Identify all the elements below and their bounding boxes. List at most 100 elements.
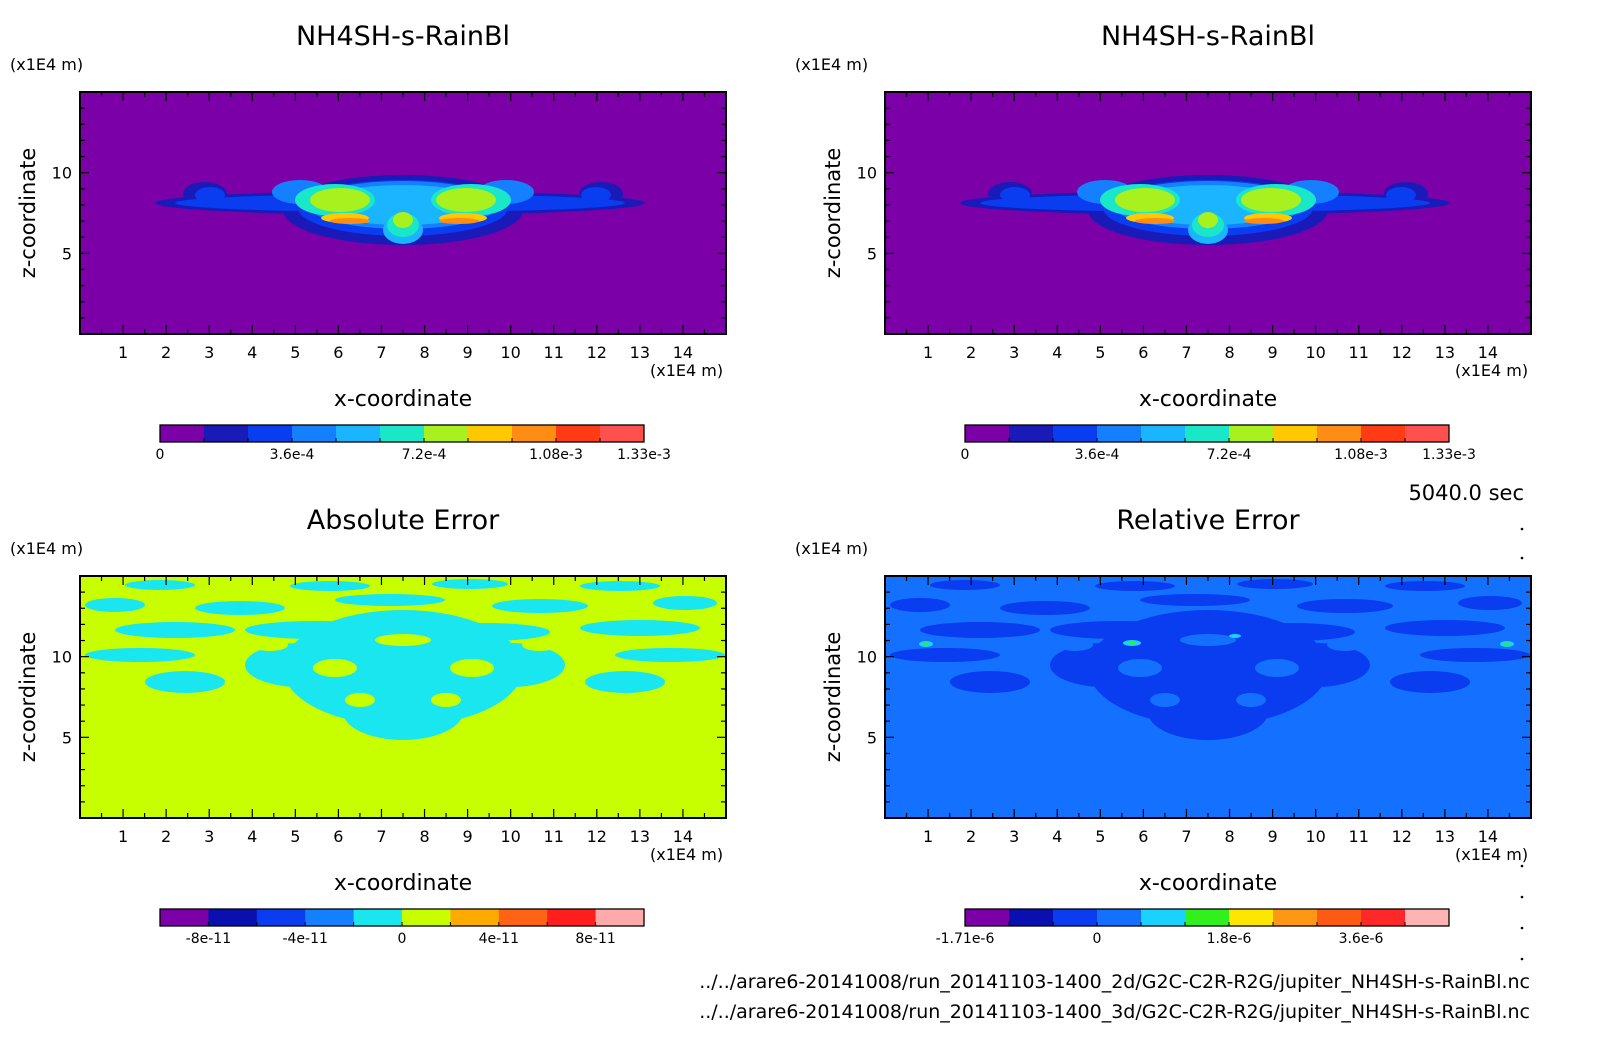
- x-tick-label: 7: [1181, 343, 1191, 362]
- x-tick-label: 1: [923, 343, 933, 362]
- x-tick-label: 10: [500, 343, 520, 362]
- field-contours: [885, 92, 1531, 334]
- colorbar-label: 3.6e-4: [270, 447, 315, 463]
- background-islands: [252, 634, 558, 707]
- y-tick-label: 5: [62, 244, 72, 263]
- colorbar-label: -1.71e-6: [936, 931, 995, 947]
- x-tick-label: 12: [587, 343, 607, 362]
- file-path-3d: ../../arare6-20141008/run_20141103-1400_…: [699, 1001, 1530, 1023]
- colorbar-cell: [556, 425, 601, 442]
- x-unit-label: (x1E4 m): [1455, 845, 1528, 864]
- x-tick-label: 7: [376, 343, 386, 362]
- colorbar-cell: [450, 909, 500, 926]
- colorbar-cell: [600, 425, 645, 442]
- colorbar: -1.71e-6 0 1.8e-6 3.6e-6: [936, 908, 1450, 947]
- colorbar-label: 8e-11: [575, 931, 615, 947]
- colorbar-cell: [402, 909, 451, 926]
- x-tick-label: 1: [118, 343, 128, 362]
- colorbar-cell: [1097, 425, 1142, 442]
- x-tick-label: 10: [500, 827, 520, 846]
- x-tick-label: 3: [204, 827, 214, 846]
- colorbar-cell: [512, 425, 557, 442]
- colorbar-label: 1.8e-6: [1207, 931, 1252, 947]
- x-tick-label: 2: [161, 827, 171, 846]
- y-tick-label: 10: [857, 164, 877, 183]
- z-unit-label: (x1E4 m): [10, 55, 83, 74]
- high-error-spots: [919, 634, 1514, 647]
- panel-title: Absolute Error: [307, 505, 500, 536]
- colorbar-cell: [1185, 909, 1230, 926]
- colorbar-label: 0: [398, 931, 407, 947]
- panel-title: Relative Error: [1116, 505, 1300, 536]
- x-axis: 1 2 3 4 5 6 7 8 9 10 11 12 13 14: [79, 92, 727, 362]
- panel-field-3d: NH4SH-s-RainBl (x1E4 m): [795, 21, 1532, 463]
- panel-title: NH4SH-s-RainBl: [296, 21, 510, 52]
- x-tick-label: 7: [1181, 827, 1191, 846]
- blob-level8: [330, 218, 479, 224]
- y-tick-label: 10: [52, 164, 72, 183]
- x-tick-label: 10: [1305, 827, 1325, 846]
- y-axis: 5 10: [857, 575, 1531, 819]
- colorbar-cell: [305, 909, 355, 926]
- x-tick-label: 5: [290, 343, 300, 362]
- colorbar-cell: [1053, 425, 1098, 442]
- x-tick-label: 2: [161, 343, 171, 362]
- x-tick-label: 2: [966, 827, 976, 846]
- colorbar-cell: [1273, 909, 1318, 926]
- panel-relative-error: Relative Error (x1E4 m): [795, 505, 1532, 947]
- x-tick-label: 1: [118, 827, 128, 846]
- x-tick-label: 11: [544, 827, 564, 846]
- y-tick-label: 10: [52, 648, 72, 667]
- x-tick-label: 3: [204, 343, 214, 362]
- decorative-dots: [1520, 527, 1524, 961]
- time-label: 5040.0 sec: [1408, 481, 1524, 505]
- x-tick-label: 14: [673, 827, 693, 846]
- colorbar-cell: [248, 425, 293, 442]
- blob-level8: [1135, 218, 1284, 224]
- y-axis-title: z-coordinate: [821, 148, 845, 279]
- y-axis: 5 10: [52, 91, 726, 335]
- colorbar-cell: [468, 425, 513, 442]
- colorbar-cell: [1229, 425, 1274, 442]
- x-tick-label: 6: [333, 343, 343, 362]
- y-tick-label: 10: [857, 648, 877, 667]
- colorbar-label: 7.2e-4: [402, 447, 447, 463]
- x-tick-label: 7: [376, 827, 386, 846]
- colorbar-cell: [547, 909, 597, 926]
- x-axis-title: x-coordinate: [1139, 871, 1277, 896]
- x-tick-label: 13: [630, 343, 650, 362]
- x-axis: 1 2 3 4 5 6 7 8 9 10 11 12 13 14: [884, 576, 1532, 846]
- x-tick-label: 3: [1009, 343, 1019, 362]
- x-tick-label: 4: [1052, 343, 1062, 362]
- y-tick-label: 5: [867, 244, 877, 263]
- x-tick-label: 4: [247, 343, 257, 362]
- colorbar-cell: [1053, 909, 1098, 926]
- rel-error-contours: [885, 576, 1531, 818]
- colorbar-label: 7.2e-4: [1207, 447, 1252, 463]
- colorbar-cell: [353, 909, 403, 926]
- colorbar-label: 1.33e-3: [1422, 447, 1476, 463]
- colorbar: 0 3.6e-4 7.2e-4 1.08e-3 1.33e-3: [156, 424, 671, 463]
- colorbar-frame: [964, 908, 1450, 927]
- x-axis: 1 2 3 4 5 6 7 8 9 10 11 12 13 14: [79, 576, 727, 846]
- colorbar-cell: [1009, 425, 1054, 442]
- x-tick-label: 5: [1095, 343, 1105, 362]
- colorbar-label: 1.33e-3: [617, 447, 671, 463]
- abs-error-contours: [80, 576, 726, 818]
- file-path-2d: ../../arare6-20141008/run_20141103-1400_…: [699, 971, 1530, 993]
- x-tick-label: 10: [1305, 343, 1325, 362]
- x-axis-title: x-coordinate: [1139, 387, 1277, 412]
- panel-field-2d: NH4SH-s-RainBl (x1E4 m): [10, 21, 727, 463]
- x-tick-label: 8: [1224, 343, 1234, 362]
- x-tick-label: 6: [1138, 827, 1148, 846]
- x-unit-label: (x1E4 m): [650, 845, 723, 864]
- colorbar-cell: [1229, 909, 1274, 926]
- colorbar-cell: [965, 425, 1010, 442]
- x-tick-label: 11: [1349, 827, 1369, 846]
- x-tick-label: 1: [923, 827, 933, 846]
- colorbar-cell: [1141, 425, 1186, 442]
- y-axis-title: z-coordinate: [821, 632, 845, 763]
- colorbar-cell: [1317, 909, 1362, 926]
- colorbar-cell: [1009, 909, 1054, 926]
- colorbar-cell: [1405, 425, 1450, 442]
